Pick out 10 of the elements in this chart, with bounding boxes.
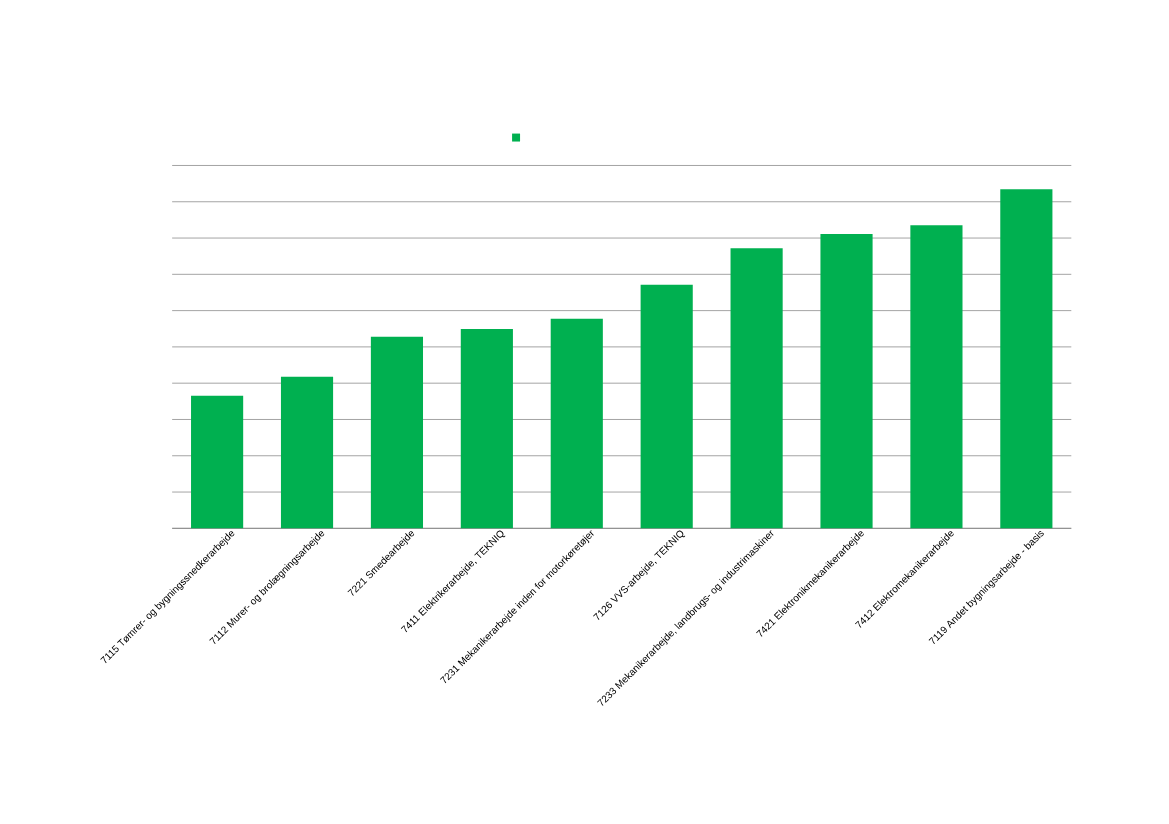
bar (910, 224, 963, 529)
bar (550, 318, 603, 529)
bar (191, 395, 244, 529)
bar (730, 248, 783, 529)
bar (460, 328, 513, 529)
bar (640, 284, 693, 529)
bar (280, 376, 334, 529)
bar (370, 336, 424, 529)
bar (1000, 189, 1053, 529)
bar (820, 233, 873, 529)
